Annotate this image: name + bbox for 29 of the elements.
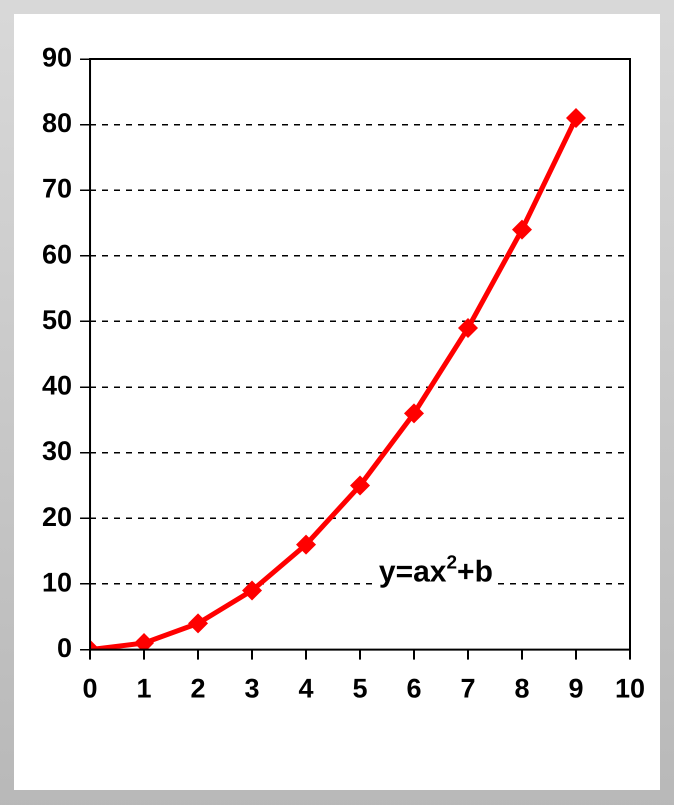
x-tick-label: 0 [82, 673, 98, 704]
y-tick-label: 30 [42, 436, 72, 466]
point [458, 318, 478, 338]
y-tick-label: 0 [57, 633, 72, 664]
y-tick-label: 50 [42, 304, 72, 335]
point [512, 220, 532, 240]
x-tick-label: 3 [244, 673, 260, 704]
x-tick-label: 5 [352, 673, 368, 704]
y-tick-label: 10 [42, 567, 72, 598]
x-tick-label: 10 [614, 673, 646, 704]
y-tick-label: 90 [42, 42, 72, 72]
x-tick-label: 8 [514, 673, 530, 704]
x-tick-label: 6 [406, 673, 422, 704]
y-tick-label: 60 [42, 239, 72, 270]
x-tick-label: 9 [568, 673, 584, 704]
y-tick-label: 20 [42, 502, 72, 532]
y-tick-label: 40 [42, 370, 72, 401]
x-tick-label: 7 [460, 673, 476, 704]
y-tick-label: 80 [42, 108, 72, 138]
x-tick-label: 2 [190, 673, 206, 704]
point [296, 534, 316, 555]
point [566, 108, 586, 128]
point [188, 613, 208, 634]
x-tick-label: 1 [136, 673, 152, 704]
x-tick-label: 4 [298, 673, 314, 704]
point [242, 580, 262, 601]
point [350, 476, 370, 496]
y-tick-label: 70 [42, 174, 72, 204]
point [404, 403, 424, 424]
